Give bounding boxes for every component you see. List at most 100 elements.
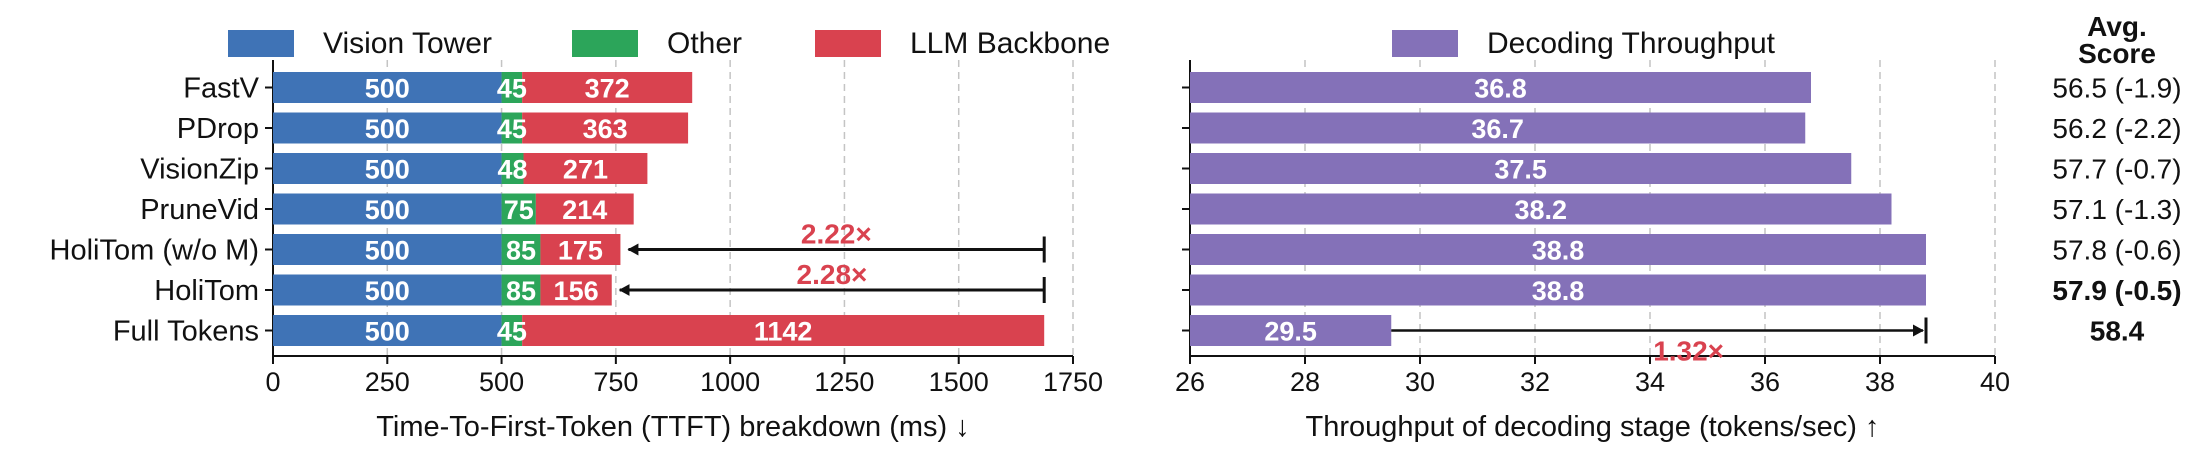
- category-label-holitom: HoliTom: [154, 275, 259, 307]
- x-tick-label: 1000: [700, 367, 760, 397]
- bar-other: [501, 153, 524, 184]
- score-value: 57.1 (-1.3): [2052, 194, 2181, 225]
- bar-vision-tower: [273, 153, 502, 184]
- bar-value-label: 45: [497, 74, 527, 104]
- speedup-label: 1.32×: [1653, 336, 1724, 367]
- bar-value-label: 85: [506, 236, 536, 266]
- bar-decoding-throughput: [1190, 234, 1926, 265]
- throughput-panel: 26 28 30 32 34 36 38 40 Throughput of decoding s…: [1175, 27, 2010, 443]
- x-tick-label: 36: [1750, 367, 1780, 397]
- x-tick-label: 1250: [814, 367, 874, 397]
- bar-other: [501, 72, 523, 103]
- bar-value-label: 500: [365, 155, 410, 185]
- x-tick-label: 38: [1865, 367, 1895, 397]
- score-header-line2: Score: [2078, 38, 2156, 69]
- category-label-full-tokens: Full Tokens: [113, 316, 259, 348]
- x-tick-label: 32: [1520, 367, 1550, 397]
- bar-value-label: 156: [554, 276, 599, 306]
- score-value: 56.5 (-1.9): [2052, 73, 2181, 104]
- bar-value-label: 175: [558, 236, 603, 266]
- bar-value-label: 85: [506, 276, 536, 306]
- bar-value-label: 36.8: [1474, 74, 1527, 104]
- bar-value-label: 500: [365, 195, 410, 225]
- bar-decoding-throughput: [1190, 193, 1892, 225]
- bar-vision-tower: [273, 72, 502, 103]
- bar-decoding-throughput: [1190, 153, 1852, 184]
- x-tick-label: 250: [365, 367, 410, 397]
- bar-value-label: 29.5: [1264, 317, 1317, 347]
- bar-value-label: 500: [365, 114, 410, 144]
- score-value: 56.2 (-2.2): [2052, 113, 2181, 144]
- bar-decoding-throughput: [1190, 72, 1811, 103]
- category-label-visionzip: VisionZip: [140, 154, 259, 186]
- bar-value-label: 363: [583, 114, 628, 144]
- bar-value-label: 214: [562, 195, 607, 225]
- bar-decoding-throughput: [1190, 315, 1392, 346]
- x-tick-label: 30: [1405, 367, 1435, 397]
- bar-value-label: 500: [365, 74, 410, 104]
- bar-value-label: 38.8: [1532, 276, 1585, 306]
- x-tick-label: 0: [265, 367, 280, 397]
- bar-value-label: 372: [585, 74, 630, 104]
- bar-value-label: 38.2: [1514, 195, 1567, 225]
- legend-swatch: [228, 30, 294, 57]
- bar-llm-backbone: [540, 274, 612, 306]
- score-value: 57.7 (-0.7): [2052, 154, 2181, 185]
- speedup-label: 2.28×: [797, 259, 868, 290]
- bar-other: [501, 234, 541, 265]
- legend-item-vision-tower: Vision Tower: [228, 27, 492, 60]
- legend-swatch: [1392, 30, 1458, 57]
- bar-value-label: 48: [498, 155, 528, 185]
- bar-value-label: 75: [504, 195, 534, 225]
- category-label-prunevid: PruneVid: [140, 194, 259, 226]
- legend-label: Other: [667, 27, 742, 60]
- score-value: 57.8 (-0.6): [2052, 235, 2181, 266]
- bar-vision-tower: [273, 234, 502, 265]
- bar-value-label: 45: [497, 317, 527, 347]
- bar-llm-backbone: [540, 234, 621, 265]
- x-tick-label: 750: [593, 367, 638, 397]
- bar-value-label: 37.5: [1494, 155, 1547, 185]
- bar-value-label: 500: [365, 276, 410, 306]
- x-tick-label: 34: [1635, 367, 1665, 397]
- score-header-line1: Avg.: [2087, 11, 2147, 42]
- bar-vision-tower: [273, 315, 502, 346]
- x-axis-label: Throughput of decoding stage (tokens/sec…: [1306, 411, 1880, 443]
- category-label-holitom-w-o-m: HoliTom (w/o M): [50, 235, 259, 267]
- bar-llm-backbone: [523, 153, 648, 184]
- x-tick-label: 26: [1175, 367, 1205, 397]
- bar-value-label: 36.7: [1471, 114, 1524, 144]
- bar-value-label: 45: [497, 114, 527, 144]
- bar-value-label: 500: [365, 236, 410, 266]
- x-tick-label: 1500: [929, 367, 989, 397]
- bar-vision-tower: [273, 274, 502, 306]
- legend-label: Vision Tower: [323, 27, 492, 60]
- bar-other: [501, 193, 536, 225]
- bar-vision-tower: [273, 112, 502, 144]
- bar-decoding-throughput: [1190, 112, 1806, 144]
- bar-llm-backbone: [522, 315, 1045, 346]
- bar-llm-backbone: [522, 112, 689, 144]
- bar-other: [501, 274, 541, 306]
- bar-other: [501, 112, 523, 144]
- legend-item-other: Other: [572, 27, 742, 60]
- bar-other: [501, 315, 523, 346]
- x-tick-label: 40: [1980, 367, 2010, 397]
- legend-item-decoding-throughput: Decoding Throughput: [1392, 27, 1776, 60]
- bar-decoding-throughput: [1190, 274, 1926, 306]
- ttft-panel: 0 250 500 750 1000 1250 1500 1750 Time-To-First-…: [50, 27, 1111, 443]
- legend-item-llm-backbone: LLM Backbone: [815, 27, 1110, 60]
- score-value: 57.9 (-0.5): [2052, 275, 2181, 306]
- speedup-label: 2.22×: [801, 219, 872, 250]
- category-label-fastv: FastV: [183, 73, 259, 105]
- bar-llm-backbone: [535, 193, 634, 225]
- legend-swatch: [815, 30, 881, 57]
- score-value: 58.4: [2090, 316, 2145, 347]
- x-tick-label: 500: [479, 367, 524, 397]
- score-column: Avg.Score 56.5 (-1.9) 56.2 (-2.2) 57.7 (-0.…: [2052, 11, 2181, 347]
- category-label-pdrop: PDrop: [177, 113, 259, 145]
- x-axis-label: Time-To-First-Token (TTFT) breakdown (ms…: [376, 411, 969, 443]
- legend-swatch: [572, 30, 638, 57]
- bar-vision-tower: [273, 193, 502, 225]
